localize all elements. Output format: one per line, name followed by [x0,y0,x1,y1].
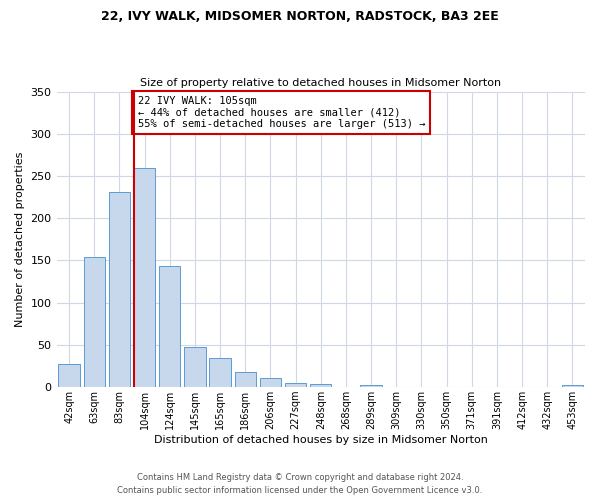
Bar [285,383,307,387]
Bar [109,192,130,387]
Bar [361,384,382,387]
Y-axis label: Number of detached properties: Number of detached properties [15,152,25,327]
Bar [184,346,206,387]
Bar [310,384,331,387]
Bar [260,378,281,387]
Text: 22, IVY WALK, MIDSOMER NORTON, RADSTOCK, BA3 2EE: 22, IVY WALK, MIDSOMER NORTON, RADSTOCK,… [101,10,499,23]
Bar [83,257,105,387]
Text: 22 IVY WALK: 105sqm
← 44% of detached houses are smaller (412)
55% of semi-detac: 22 IVY WALK: 105sqm ← 44% of detached ho… [137,96,425,129]
X-axis label: Distribution of detached houses by size in Midsomer Norton: Distribution of detached houses by size … [154,435,488,445]
Bar [235,372,256,387]
Title: Size of property relative to detached houses in Midsomer Norton: Size of property relative to detached ho… [140,78,502,88]
Bar [58,364,80,387]
Bar [134,168,155,387]
Text: Contains HM Land Registry data © Crown copyright and database right 2024.
Contai: Contains HM Land Registry data © Crown c… [118,474,482,495]
Bar [209,358,231,387]
Bar [562,384,583,387]
Bar [159,266,181,387]
